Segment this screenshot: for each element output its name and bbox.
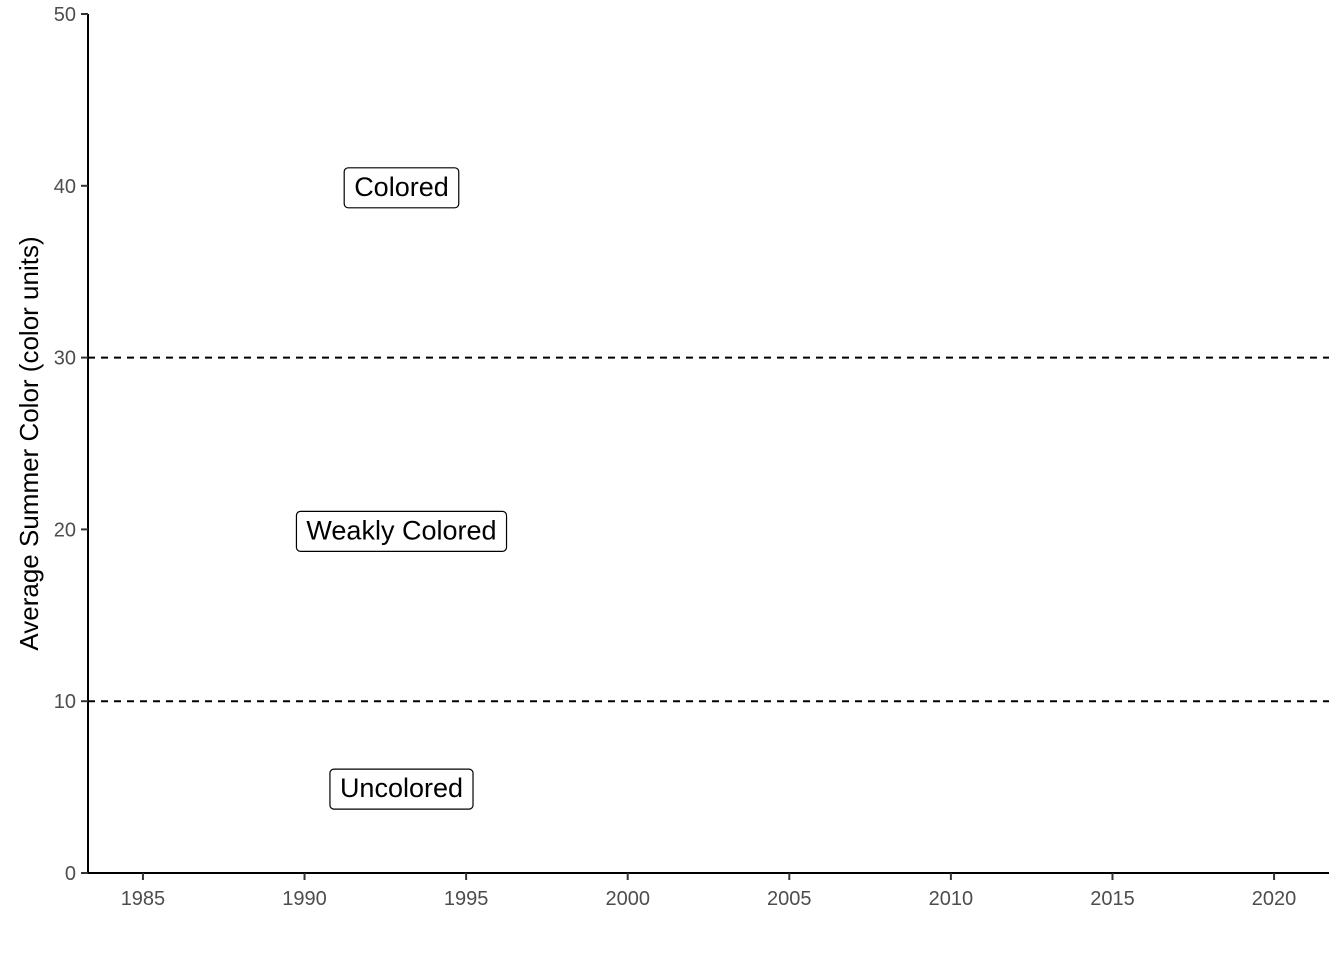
band-label: Uncolored bbox=[329, 768, 474, 810]
band-label: Weakly Colored bbox=[295, 510, 508, 553]
y-axis-title: Average Summer Color (color units) bbox=[14, 236, 44, 650]
band-label-box bbox=[329, 768, 474, 810]
band-label-box bbox=[295, 510, 508, 553]
band-label-text: Uncolored bbox=[340, 773, 463, 803]
x-axis-ticks: 1985 1990 1995 2000 2005 2010 2015 2020 bbox=[121, 873, 1297, 910]
y-axis-ticks: 0 10 20 30 40 50 bbox=[54, 4, 88, 885]
x-tick-label: 1995 bbox=[444, 888, 489, 910]
x-tick-label: 2005 bbox=[767, 888, 812, 910]
y-tick-label: 30 bbox=[54, 348, 76, 370]
y-tick-label: 10 bbox=[54, 691, 76, 713]
x-tick-label: 2000 bbox=[605, 888, 650, 910]
x-tick-label: 2015 bbox=[1090, 888, 1135, 910]
x-tick-label: 2020 bbox=[1252, 888, 1297, 910]
x-tick-label: 2010 bbox=[929, 888, 974, 910]
y-tick-label: 50 bbox=[54, 4, 76, 26]
band-label: Colored bbox=[343, 167, 460, 209]
band-label-text: Weakly Colored bbox=[306, 515, 496, 545]
band-label-text: Colored bbox=[354, 172, 449, 202]
band-label-box bbox=[343, 167, 460, 209]
y-tick-label: 40 bbox=[54, 176, 76, 198]
y-tick-label: 0 bbox=[65, 863, 76, 885]
x-tick-label: 1985 bbox=[121, 888, 166, 910]
band-annotations: Colored Weakly Colored Uncolored bbox=[295, 167, 508, 810]
x-tick-label: 1990 bbox=[282, 888, 327, 910]
y-tick-label: 20 bbox=[54, 519, 76, 541]
reference-lines bbox=[88, 356, 1329, 703]
